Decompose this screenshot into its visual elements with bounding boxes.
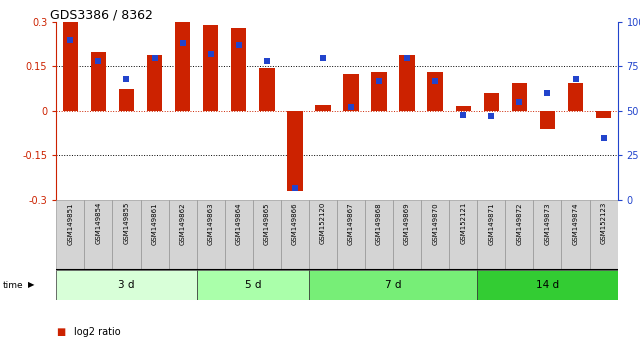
Text: ▶: ▶ [28,280,35,290]
Bar [484,93,499,111]
Bar [203,25,218,111]
Bar [309,200,337,270]
Bar [281,200,309,270]
Bar [196,270,309,300]
Text: GSM149861: GSM149861 [152,202,157,245]
Text: GSM149869: GSM149869 [404,202,410,245]
Bar [316,105,331,111]
Text: GSM149862: GSM149862 [180,202,186,245]
Text: 3 d: 3 d [118,280,135,290]
Bar [449,200,477,270]
Bar [421,200,449,270]
Bar [259,68,275,111]
Text: GDS3386 / 8362: GDS3386 / 8362 [50,9,153,22]
Bar [477,270,618,300]
Text: log2 ratio: log2 ratio [74,327,121,337]
Text: 7 d: 7 d [385,280,401,290]
Bar [253,200,281,270]
Text: GSM149865: GSM149865 [264,202,270,245]
Text: GSM149854: GSM149854 [95,202,101,245]
Bar [533,200,561,270]
Bar [343,74,358,111]
Bar [506,200,533,270]
Bar [56,270,196,300]
Text: time: time [3,280,24,290]
Bar [287,111,303,191]
Bar [561,200,589,270]
Text: GSM149864: GSM149864 [236,202,242,245]
Text: GSM152121: GSM152121 [460,202,467,245]
Bar [393,200,421,270]
Bar [371,73,387,111]
Bar [168,200,196,270]
Bar [399,55,415,111]
Text: GSM149867: GSM149867 [348,202,354,245]
Bar [456,105,471,111]
Bar [589,200,618,270]
Bar [511,83,527,111]
Bar [309,270,477,300]
Bar [568,83,583,111]
Bar [477,200,506,270]
Bar [147,55,163,111]
Text: ■: ■ [56,327,65,337]
Text: 5 d: 5 d [244,280,261,290]
Bar [365,200,393,270]
Bar [225,200,253,270]
Text: GSM149866: GSM149866 [292,202,298,245]
Text: GSM149868: GSM149868 [376,202,382,245]
Bar [337,200,365,270]
Bar [175,22,190,111]
Bar [84,200,113,270]
Bar [428,73,443,111]
Bar [113,200,141,270]
Text: GSM149871: GSM149871 [488,202,494,245]
Text: GSM152120: GSM152120 [320,202,326,245]
Bar [63,22,78,111]
Text: GSM149874: GSM149874 [573,202,579,245]
Text: GSM149873: GSM149873 [545,202,550,245]
Bar [231,28,246,111]
Text: GSM149863: GSM149863 [207,202,214,245]
Text: GSM149872: GSM149872 [516,202,522,245]
Text: 14 d: 14 d [536,280,559,290]
Bar [119,89,134,111]
Bar [540,111,555,129]
Bar [56,200,84,270]
Text: GSM152123: GSM152123 [600,202,607,245]
Bar [91,52,106,111]
Text: GSM149870: GSM149870 [432,202,438,245]
Bar [141,200,168,270]
Bar [196,200,225,270]
Text: GSM149851: GSM149851 [67,202,74,245]
Text: GSM149855: GSM149855 [124,202,129,245]
Bar [596,111,611,118]
